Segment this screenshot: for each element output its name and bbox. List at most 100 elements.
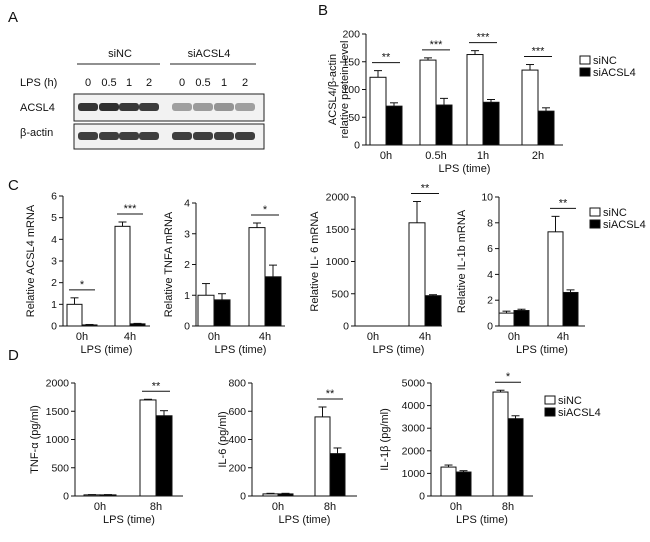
blot-lane-labels: 0 0.5 1 2 0 0.5 1 2 [85, 77, 248, 89]
y-tick-label: 2 [487, 295, 493, 307]
y-tick-label: 2000 [46, 378, 70, 390]
chart-c2: 0 1 2 3 4 0h 4h * Relative TNFA mRNA LPS (time) [163, 198, 285, 356]
y-tick-label: 1 [51, 299, 57, 311]
x-tick-label: 0.5h [425, 150, 446, 162]
bar-siacsl4 [435, 104, 453, 146]
x-tick-label: 0h [450, 501, 462, 513]
blot-band-acsl4 [119, 103, 139, 111]
x-tick-label: 4h [419, 331, 431, 343]
y-tick-label: 10 [481, 192, 493, 204]
y-axis-title: IL-1β (pg/ml) [379, 408, 391, 471]
blot-group-sinc: siNC [108, 48, 132, 60]
blot-band-actin [214, 132, 234, 140]
significance-mark: * [506, 371, 511, 383]
legend-label: siACSL4 [593, 67, 636, 79]
bar-sinc [248, 227, 266, 327]
western-blot-panel: siNC siACSL4 LPS (h) 0 0.5 1 2 0 0.5 1 2 ACSL4 … [20, 48, 265, 150]
legend-swatch-siacsl4 [589, 219, 601, 229]
blot-band-acsl4 [99, 103, 119, 111]
x-axis-title: LPS (time) [373, 344, 425, 356]
legend-swatch-sinc [579, 55, 591, 65]
bar-sinc [521, 69, 539, 146]
x-tick-label: 8h [502, 501, 514, 513]
x-axis-title: LPS (time) [103, 514, 155, 526]
significance-mark: ** [152, 380, 161, 392]
panel-letter-d: D [8, 347, 19, 364]
y-axis-title-line-2: relative protein level [339, 41, 351, 139]
bar-siacsl4 [264, 276, 282, 327]
bar-siacsl4 [385, 105, 403, 146]
blot-band-acsl4 [193, 103, 213, 111]
blot-band-actin [172, 132, 192, 140]
legend-swatch-sinc [544, 395, 556, 405]
bar-sinc [369, 76, 387, 146]
legend-swatch-siacsl4 [579, 67, 591, 77]
x-tick-label: 8h [150, 501, 162, 513]
x-tick-label: 4h [124, 331, 136, 343]
bar-sinc [498, 312, 515, 327]
y-tick-label: 0 [51, 321, 57, 333]
y-tick-label: 3 [51, 256, 57, 268]
blot-band-actin [193, 132, 213, 140]
legend-swatch-siacsl4 [544, 407, 556, 417]
y-axis-title: IL-6 (pg/ml) [217, 411, 229, 467]
x-axis-title: LPS (time) [439, 163, 491, 175]
y-tick-label: 0 [343, 321, 349, 333]
y-tick-label: 2000 [326, 192, 350, 204]
x-tick-label: 0h [94, 501, 106, 513]
y-tick-label: 1500 [46, 406, 70, 418]
y-tick-label: 6 [51, 191, 57, 203]
legend-label: siNC [558, 395, 582, 407]
bar-sinc [262, 493, 279, 497]
bar-siacsl4 [482, 101, 500, 146]
x-tick-label: 4h [259, 331, 271, 343]
blot-band-actin [99, 132, 119, 140]
y-tick-label: 2 [184, 259, 190, 271]
blot-band-actin [119, 132, 139, 140]
y-tick-label: 8 [487, 217, 493, 229]
y-tick-label: 4000 [402, 400, 426, 412]
y-axis-title: TNF-α (pg/ml) [29, 405, 41, 474]
bar-siacsl4 [513, 310, 530, 327]
legend-label: siACSL4 [558, 407, 601, 419]
bar-sinc [197, 294, 215, 327]
bar-sinc [66, 303, 83, 327]
y-tick-label: 150 [342, 56, 360, 68]
y-tick-label: 3000 [402, 423, 426, 435]
bar-siacsl4 [537, 110, 555, 146]
bar-siacsl4 [277, 493, 294, 497]
bar-sinc [314, 416, 331, 497]
blot-lane-label: 0.5 [195, 77, 210, 89]
blot-lane-label: 1 [126, 77, 132, 89]
x-axis-title: LPS (time) [516, 344, 568, 356]
bar-siacsl4 [455, 471, 472, 497]
y-tick-label: 3 [184, 228, 190, 240]
x-tick-label: 0h [76, 331, 88, 343]
legend-swatch-sinc [589, 207, 601, 217]
blot-lane-label: 0 [179, 77, 185, 89]
significance-mark: * [263, 204, 268, 216]
y-axis-title: Relative IL- 6 mRNA [309, 211, 321, 312]
y-tick-label: 500 [331, 288, 349, 300]
blot-band-acsl4 [214, 103, 234, 111]
y-tick-label: 1000 [46, 434, 70, 446]
y-tick-label: 50 [348, 112, 360, 124]
x-axis-title: LPS (time) [456, 514, 508, 526]
blot-lps-label: LPS (h) [20, 77, 57, 89]
legend-label: siACSL4 [603, 219, 646, 231]
blot-band-actin [235, 132, 255, 140]
blot-band-acsl4 [139, 103, 159, 111]
y-tick-label: 2000 [402, 445, 426, 457]
y-tick-label: 500 [51, 462, 69, 474]
bar-siacsl4 [507, 418, 524, 497]
blot-lane-label: 2 [242, 77, 248, 89]
chart-c4: 0 2 4 6 8 10 0h 4h ** Relative IL-1b mRNA LPS (tim… [456, 192, 585, 356]
bar-siacsl4 [129, 323, 146, 327]
y-tick-label: 5 [51, 212, 57, 224]
bar-sinc [114, 225, 131, 327]
y-tick-label: 1 [184, 290, 190, 302]
